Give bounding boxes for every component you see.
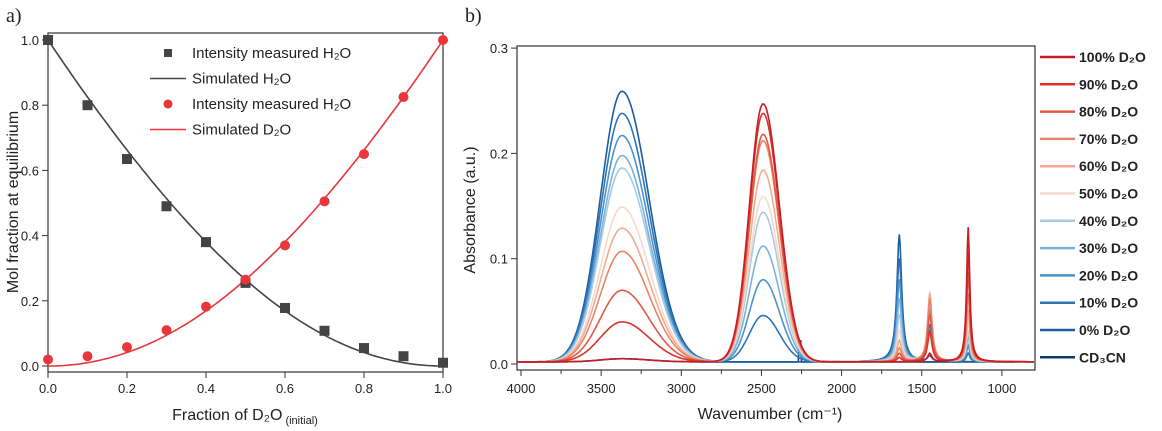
legend-label-b: CD₃CN [1079,349,1126,365]
data-point-square [82,100,93,111]
y-axis-label-a: Mol fraction at equilibrium [5,111,22,293]
spectrum-line [517,90,1034,363]
legend-label-a: Intensity measured H₂O [192,96,351,113]
data-point-square [319,325,330,336]
spectrum-line [517,103,1034,363]
x-tick-label-b: 2000 [827,381,856,396]
data-point-square [161,201,172,212]
x-tick-label-b: 3500 [587,381,616,396]
y-tick-label-b: 0.3 [490,41,508,56]
x-tick-label-a: 0.6 [276,381,294,396]
legend-label-b: 100% D₂O [1079,49,1146,65]
legend-label-a: Intensity measured H₂O [192,45,351,62]
legend-label-a: Simulated D₂O [192,122,291,139]
data-point-square [398,351,409,362]
y-tick-label-a: 0.0 [21,359,39,374]
data-point-circle [43,354,53,365]
x-tick-label-a: 1.0 [434,381,452,396]
x-tick-label-b: 3000 [667,381,696,396]
data-point-circle [438,35,448,45]
y-tick-label-a: 0.6 [21,163,39,178]
x-tick-label-b: 2500 [747,381,776,396]
y-tick-label-a: 0.4 [21,229,39,244]
data-point-circle [280,240,290,251]
data-point-circle [319,196,330,207]
data-point-circle [201,301,211,312]
data-point-square [43,35,53,45]
legend-label-a: Simulated H₂O [192,71,291,88]
x-tick-label-a: 0.8 [355,381,373,396]
x-tick-label-b: 1500 [907,381,936,396]
legend-label-b: 10% D₂O [1079,295,1138,311]
legend-label-b: 40% D₂O [1079,213,1138,229]
plot-frame-a [47,32,444,373]
data-point-circle [359,149,369,160]
y-tick-label-a: 1.0 [21,33,39,48]
x-tick-label-a: 0.4 [197,381,215,396]
y-tick-label-b: 0.0 [490,357,508,372]
y-tick-label-b: 0.2 [490,146,508,161]
x-tick-label-a: 0.2 [118,381,136,396]
legend-label-b: 60% D₂O [1079,158,1138,174]
series-line-a-1 [47,39,443,367]
x-axis-label-b: Wavenumber (cm⁻¹) [698,406,843,423]
y-tick-label-b: 0.1 [490,252,508,267]
legend-label-b: 0% D₂O [1079,322,1130,338]
series-line-a-3 [48,39,444,367]
data-point-circle [398,92,409,103]
data-point-circle [122,342,132,353]
data-point-square [122,153,132,164]
panel-label-b: b) [465,5,482,27]
legend-marker-a [163,99,173,109]
data-point-square [359,343,369,354]
panel-label-a: a) [6,5,22,27]
legend-label-b: 80% D₂O [1079,104,1138,120]
data-point-circle [82,351,93,362]
y-axis-label-b: Absorbance (a.u.) [462,146,479,273]
y-tick-label-a: 0.8 [21,98,39,113]
x-tick-label-b: 4000 [507,381,536,396]
legend-label-b: 50% D₂O [1079,186,1138,202]
data-point-circle [240,274,251,285]
legend-label-b: 70% D₂O [1079,131,1138,147]
x-axis-label-a: Fraction of D₂O (initial) [172,407,318,427]
legend-label-b: 90% D₂O [1079,76,1138,92]
x-tick-label-a: 0.0 [39,381,57,396]
data-point-square [438,357,448,368]
legend-marker-a [164,49,172,57]
plot-frame-b [516,45,1036,371]
data-point-square [280,302,290,313]
y-tick-label-a: 0.2 [21,294,39,309]
data-point-square [201,237,211,248]
x-tick-label-b: 1000 [987,381,1016,396]
legend-label-b: 20% D₂O [1079,267,1138,283]
legend-label-b: 30% D₂O [1079,240,1138,256]
data-point-circle [161,325,172,336]
